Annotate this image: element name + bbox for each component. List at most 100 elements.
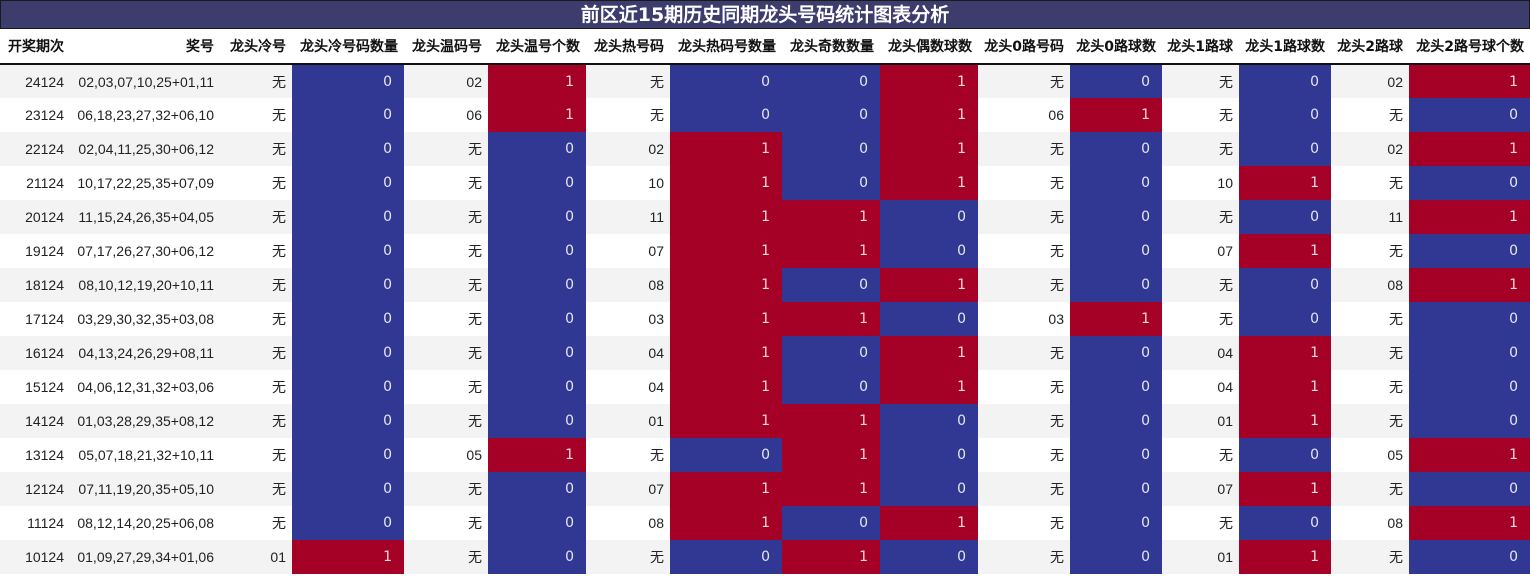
cell-draw-period: 21124 (0, 166, 70, 200)
header-col-route1-count: 龙头1路球数 (1239, 29, 1331, 65)
cell-route1-count: 0 (1239, 64, 1331, 98)
cell-draw-period: 16124 (0, 336, 70, 370)
table-row: 24124 02,03,07,10,25+01,11 无 0 02 1 无 0 0 1 无 0 无 0 02… (0, 64, 1530, 98)
cell-cold-number: 无 (220, 200, 292, 234)
cell-route2-count: 0 (1409, 234, 1530, 268)
cell-route1-count: 1 (1239, 234, 1331, 268)
cell-warm-number: 无 (404, 370, 488, 404)
cell-cold-count: 0 (292, 506, 404, 540)
cell-odd-count: 0 (782, 506, 880, 540)
cell-route0-count: 0 (1070, 404, 1162, 438)
table-body: 24124 02,03,07,10,25+01,11 无 0 02 1 无 0 0 1 无 0 无 0 02… (0, 64, 1530, 574)
table-row: 19124 07,17,26,27,30+06,12 无 0 无 0 07 1 1 0 无 0 07 1 无… (0, 234, 1530, 268)
cell-warm-count: 0 (488, 506, 586, 540)
cell-route2-number: 无 (1331, 336, 1409, 370)
cell-even-count: 1 (880, 506, 978, 540)
cell-cold-number: 无 (220, 132, 292, 166)
cell-warm-number: 无 (404, 268, 488, 302)
cell-odd-count: 0 (782, 268, 880, 302)
cell-cold-number: 无 (220, 64, 292, 98)
cell-warm-number: 05 (404, 438, 488, 472)
header-col-odd-count: 龙头奇数数量 (782, 29, 880, 65)
cell-hot-count: 0 (670, 64, 782, 98)
cell-route1-count: 1 (1239, 370, 1331, 404)
table-row: 14124 01,03,28,29,35+08,12 无 0 无 0 01 1 1 0 无 0 01 1 无… (0, 404, 1530, 438)
cell-draw-period: 23124 (0, 98, 70, 132)
cell-hot-count: 0 (670, 438, 782, 472)
cell-even-count: 0 (880, 234, 978, 268)
cell-warm-count: 1 (488, 64, 586, 98)
cell-cold-number: 无 (220, 370, 292, 404)
cell-hot-number: 无 (586, 438, 670, 472)
cell-odd-count: 0 (782, 166, 880, 200)
cell-even-count: 1 (880, 268, 978, 302)
cell-route0-count: 0 (1070, 166, 1162, 200)
cell-cold-count: 0 (292, 370, 404, 404)
cell-warm-count: 1 (488, 98, 586, 132)
header-col-cold-count: 龙头冷号码数量 (292, 29, 404, 65)
cell-hot-count: 1 (670, 336, 782, 370)
cell-warm-number: 无 (404, 132, 488, 166)
cell-route0-count: 0 (1070, 506, 1162, 540)
cell-route1-number: 无 (1162, 268, 1239, 302)
cell-cold-count: 0 (292, 98, 404, 132)
cell-draw-period: 18124 (0, 268, 70, 302)
table-row: 21124 10,17,22,25,35+07,09 无 0 无 0 10 1 0 1 无 0 10 1 无… (0, 166, 1530, 200)
cell-route1-count: 0 (1239, 506, 1331, 540)
cell-warm-count: 0 (488, 472, 586, 506)
cell-numbers: 07,11,19,20,35+05,10 (70, 472, 220, 506)
cell-hot-number: 08 (586, 268, 670, 302)
cell-hot-number: 01 (586, 404, 670, 438)
cell-cold-count: 0 (292, 132, 404, 166)
cell-even-count: 1 (880, 336, 978, 370)
header-col-warm-count: 龙头温号个数 (488, 29, 586, 65)
cell-route1-number: 07 (1162, 472, 1239, 506)
header-row: 开奖期次 奖号 龙头冷号 龙头冷号码数量 龙头温码号 龙头温号个数 龙头热号码 龙头热码号数量… (0, 29, 1530, 65)
cell-hot-number: 07 (586, 234, 670, 268)
table-row: 11124 08,12,14,20,25+06,08 无 0 无 0 08 1 0 1 无 0 无 0 08… (0, 506, 1530, 540)
cell-route1-number: 01 (1162, 404, 1239, 438)
cell-route0-count: 1 (1070, 302, 1162, 336)
cell-warm-count: 0 (488, 302, 586, 336)
cell-hot-count: 1 (670, 200, 782, 234)
cell-warm-count: 0 (488, 336, 586, 370)
cell-route2-count: 1 (1409, 64, 1530, 98)
cell-even-count: 0 (880, 200, 978, 234)
header-col-route2-number: 龙头2路球 (1331, 29, 1409, 65)
cell-route2-count: 1 (1409, 438, 1530, 472)
table-row: 18124 08,10,12,19,20+10,11 无 0 无 0 08 1 0 1 无 0 无 0 08… (0, 268, 1530, 302)
cell-numbers: 04,06,12,31,32+03,06 (70, 370, 220, 404)
cell-warm-number: 无 (404, 506, 488, 540)
table-row: 12124 07,11,19,20,35+05,10 无 0 无 0 07 1 1 0 无 0 07 1 无… (0, 472, 1530, 506)
cell-even-count: 1 (880, 98, 978, 132)
cell-route1-count: 0 (1239, 200, 1331, 234)
cell-hot-number: 02 (586, 132, 670, 166)
cell-draw-period: 11124 (0, 506, 70, 540)
cell-route0-number: 06 (978, 98, 1070, 132)
cell-draw-period: 13124 (0, 438, 70, 472)
cell-warm-count: 0 (488, 132, 586, 166)
cell-cold-number: 01 (220, 540, 292, 574)
cell-route1-number: 无 (1162, 438, 1239, 472)
cell-odd-count: 1 (782, 200, 880, 234)
cell-even-count: 1 (880, 132, 978, 166)
header-col-hot-number: 龙头热号码 (586, 29, 670, 65)
page-title: 前区近15期历史同期龙头号码统计图表分析 (0, 0, 1530, 29)
cell-cold-count: 0 (292, 234, 404, 268)
cell-numbers: 11,15,24,26,35+04,05 (70, 200, 220, 234)
cell-warm-count: 0 (488, 166, 586, 200)
cell-draw-period: 14124 (0, 404, 70, 438)
cell-route0-number: 03 (978, 302, 1070, 336)
cell-route2-number: 无 (1331, 302, 1409, 336)
cell-even-count: 1 (880, 166, 978, 200)
cell-route2-count: 1 (1409, 132, 1530, 166)
cell-route2-count: 0 (1409, 166, 1530, 200)
cell-route2-number: 无 (1331, 98, 1409, 132)
cell-cold-number: 无 (220, 268, 292, 302)
cell-route2-count: 0 (1409, 540, 1530, 574)
cell-cold-number: 无 (220, 506, 292, 540)
cell-cold-count: 0 (292, 472, 404, 506)
cell-hot-number: 03 (586, 302, 670, 336)
cell-route1-number: 无 (1162, 302, 1239, 336)
cell-route1-number: 无 (1162, 506, 1239, 540)
